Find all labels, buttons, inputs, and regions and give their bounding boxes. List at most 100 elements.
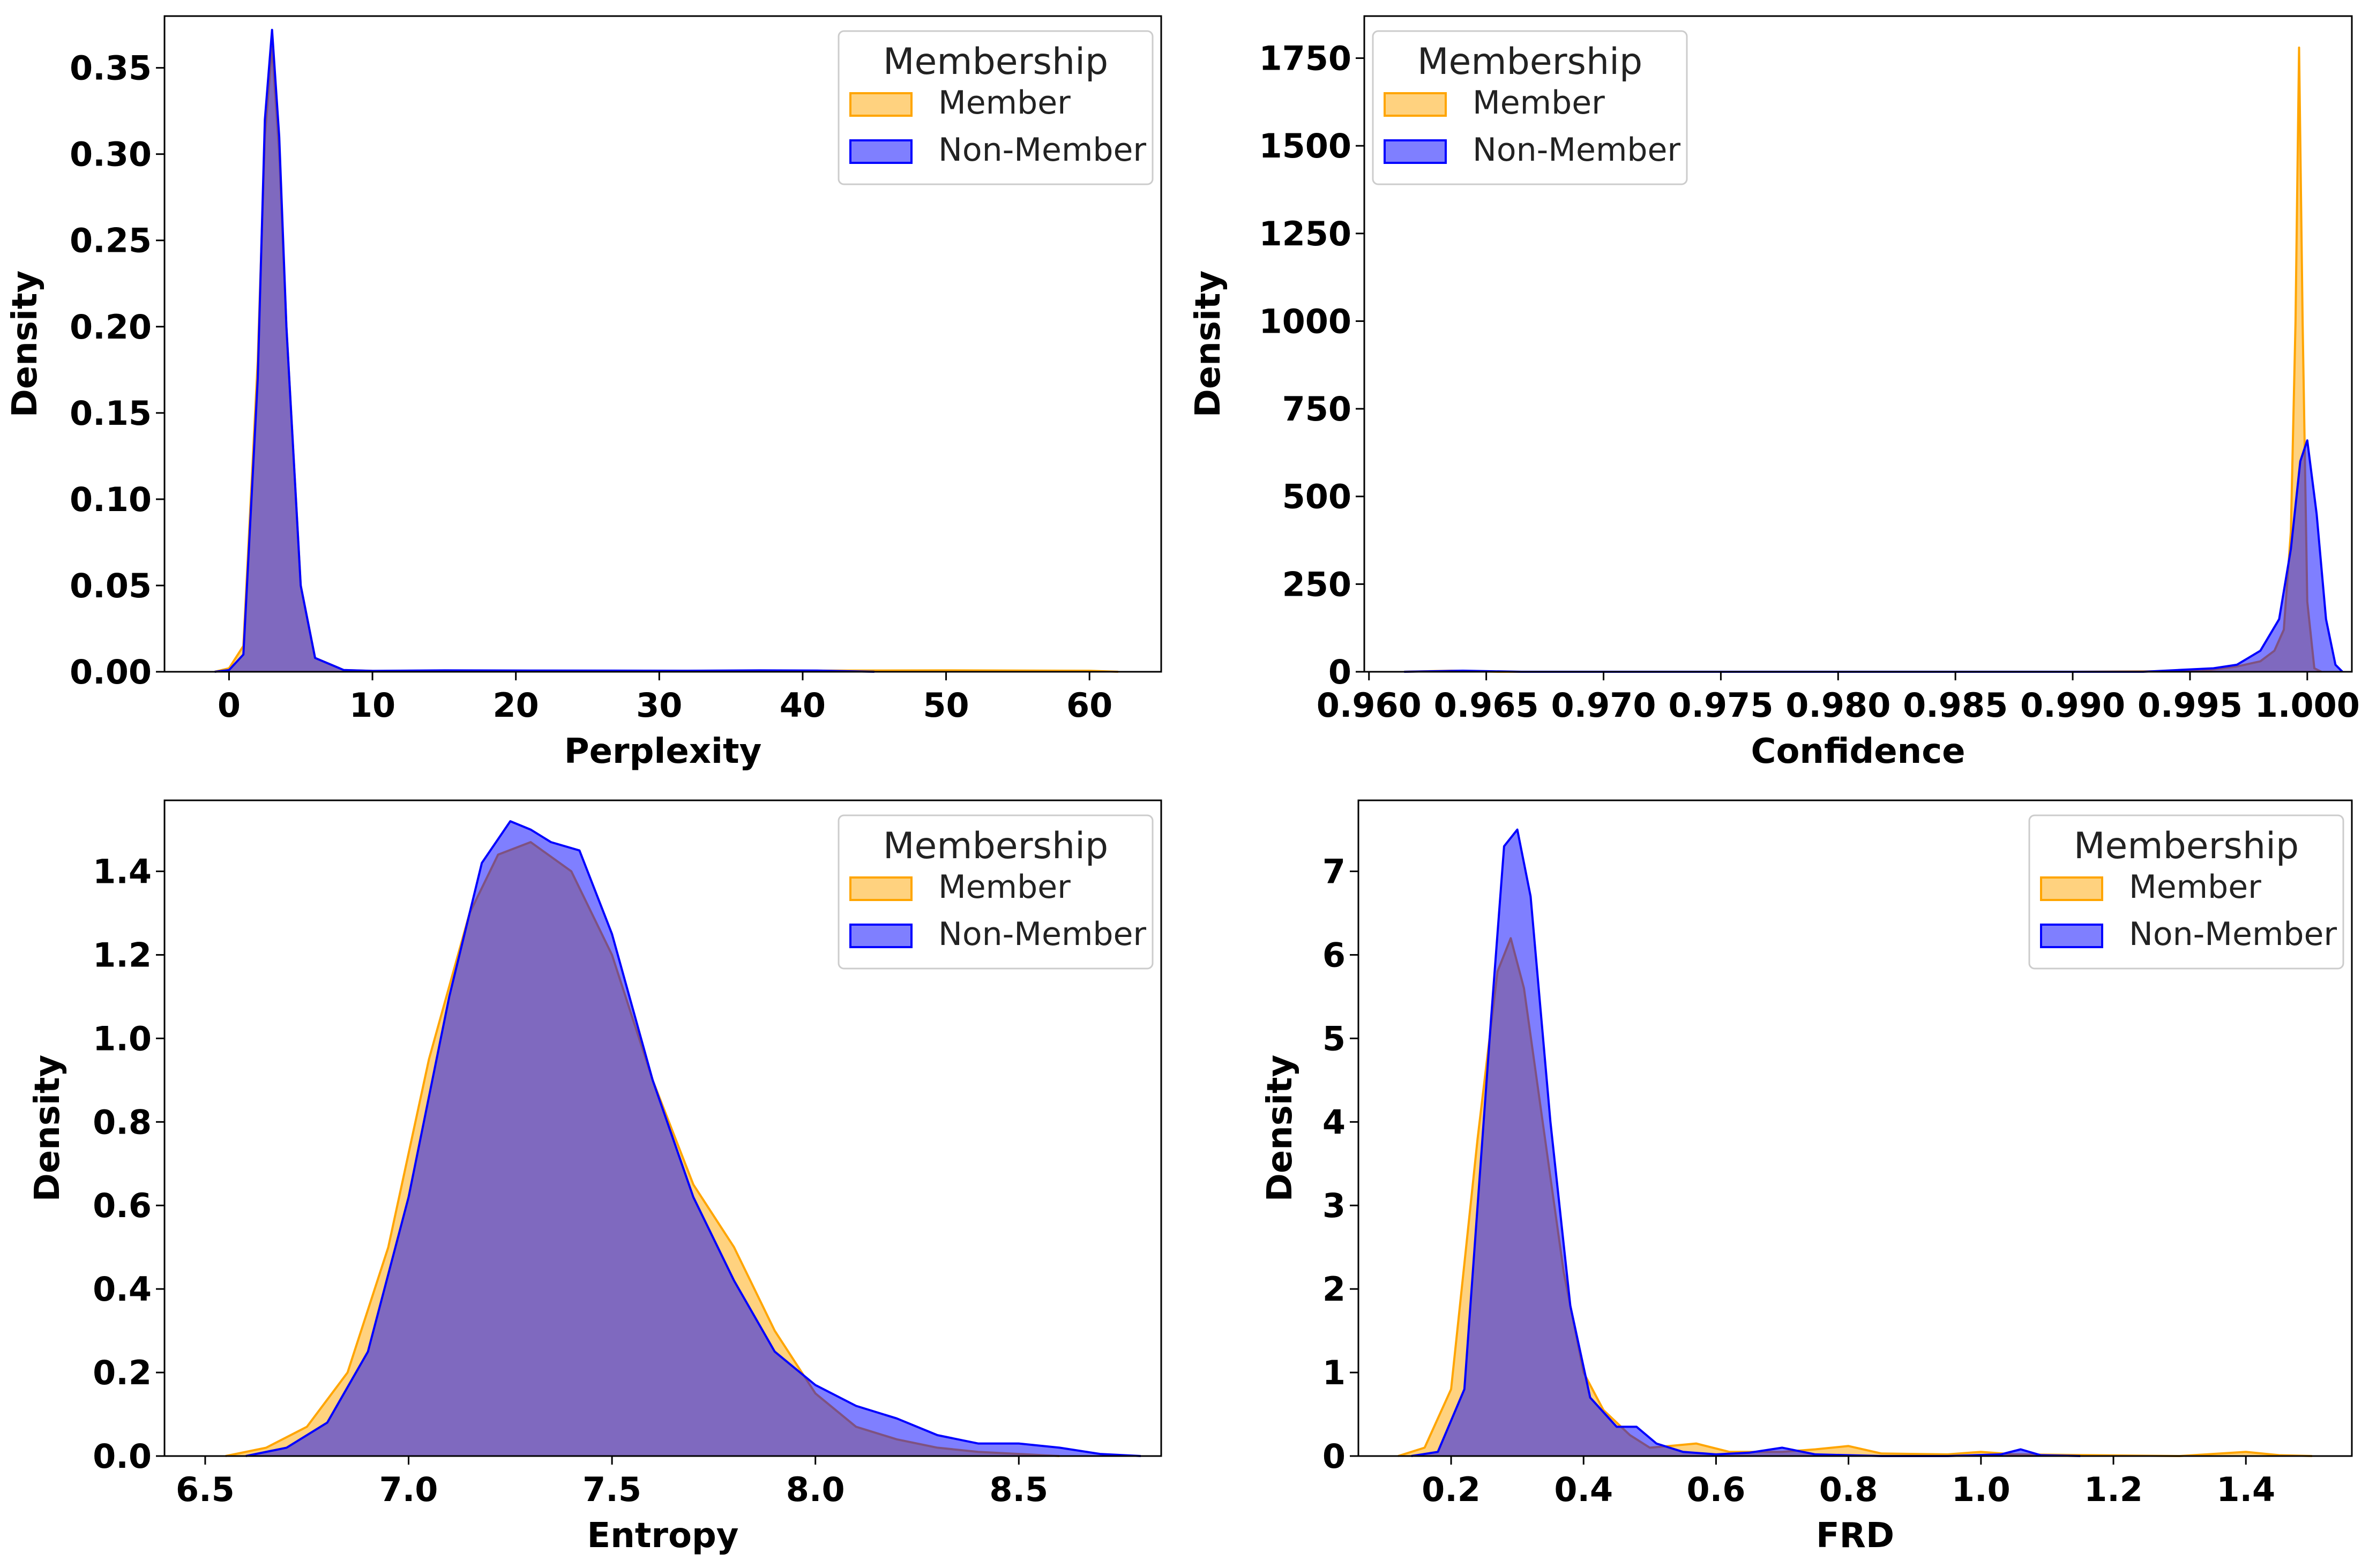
x-tick-label: 6.5: [176, 1470, 235, 1509]
x-axis-label: Entropy: [587, 1516, 739, 1556]
member-legend-swatch: [849, 92, 913, 117]
x-tick-label: 1.0: [1952, 1470, 2011, 1509]
y-tick-label: 1.4: [93, 852, 152, 891]
x-tick-label: 0.8: [1819, 1470, 1878, 1509]
y-tick-label: 0.05: [70, 566, 152, 605]
y-tick-label: 500: [1282, 477, 1351, 516]
y-tick-label: 1250: [1259, 214, 1351, 253]
non-member-density-area: [1411, 829, 2081, 1456]
x-tick-label: 8.0: [786, 1470, 845, 1509]
non-member-legend-label: Non-Member: [938, 131, 1146, 169]
x-tick-label: 60: [1066, 686, 1112, 725]
y-tick-label: 0.20: [70, 307, 152, 347]
axes-frame: [1363, 15, 2353, 673]
legend-box: [838, 814, 1154, 970]
y-axis-label: Density: [1260, 1055, 1300, 1202]
y-tick-label: 0.6: [93, 1186, 152, 1225]
x-tick-label: 1.2: [2084, 1470, 2143, 1509]
x-axis-label: Confidence: [1751, 732, 1965, 771]
y-axis-label: Density: [5, 271, 45, 417]
y-tick-label: 0.8: [93, 1102, 152, 1142]
x-tick-label: 7.0: [379, 1470, 438, 1509]
axes-frame: [163, 15, 1162, 673]
non-member-legend-swatch: [849, 924, 913, 948]
x-tick-label: 40: [780, 686, 826, 725]
legend-title: Membership: [883, 41, 1108, 83]
non-member-density-area: [214, 29, 875, 672]
y-tick-label: 1000: [1259, 302, 1351, 341]
y-tick-label: 0.00: [70, 652, 152, 692]
non-member-density-area: [1404, 440, 2343, 672]
y-tick-label: 1: [1322, 1353, 1346, 1392]
y-tick-label: 0.25: [70, 221, 152, 260]
non-member-density-line: [214, 28, 875, 673]
member-legend-swatch: [849, 876, 913, 901]
member-legend-label: Member: [2129, 868, 2261, 906]
legend-box: [1372, 30, 1688, 185]
non-member-density-area: [245, 821, 1141, 1456]
non-member-legend-swatch: [849, 139, 913, 164]
y-tick-label: 0.15: [70, 394, 152, 433]
x-tick-label: 10: [349, 686, 395, 725]
x-tick-label: 0.995: [2138, 686, 2243, 725]
x-tick-label: 0.980: [1785, 686, 1890, 725]
non-member-legend-label: Non-Member: [938, 916, 1146, 953]
x-tick-label: 0.6: [1687, 1470, 1746, 1509]
y-tick-label: 0.30: [70, 135, 152, 174]
x-tick-label: 0.4: [1554, 1470, 1613, 1509]
legend-title: Membership: [2074, 825, 2299, 867]
y-tick-label: 4: [1322, 1102, 1346, 1142]
y-tick-label: 0.4: [93, 1270, 152, 1309]
member-legend-swatch: [1384, 92, 1447, 117]
member-legend-swatch: [2040, 876, 2103, 901]
legend-box: [2028, 814, 2344, 970]
chart-panel-1: 0 10 20 30 40 50 60 0.00 0.05 0.10 0.15 0.20 0.25 0.3…: [5, 15, 1162, 771]
non-member-legend-label: Non-Member: [1473, 131, 1680, 169]
x-tick-label: 1.4: [2216, 1470, 2275, 1509]
x-tick-label: 0.965: [1434, 686, 1539, 725]
y-tick-label: 0.35: [70, 49, 152, 88]
y-tick-label: 1750: [1259, 39, 1351, 78]
y-tick-label: 3: [1322, 1186, 1346, 1225]
legend-title: Membership: [1417, 41, 1642, 83]
x-tick-label: 0.990: [2020, 686, 2125, 725]
x-tick-label: 8.5: [989, 1470, 1048, 1509]
x-axis-label: FRD: [1816, 1516, 1894, 1556]
y-tick-label: 5: [1322, 1019, 1346, 1058]
x-tick-label: 0.960: [1317, 686, 1422, 725]
chart-panel-2: 0.960 0.965 0.970 0.975 0.980 0.985 0.990 0.995…: [1189, 15, 2360, 771]
axes-frame: [163, 799, 1162, 1457]
x-tick-label: 50: [923, 686, 969, 725]
x-tick-label: 1.000: [2255, 686, 2360, 725]
x-tick-label: 7.5: [582, 1470, 641, 1509]
x-tick-label: 0.975: [1668, 686, 1773, 725]
legend-title: Membership: [883, 825, 1108, 867]
member-legend-label: Member: [938, 84, 1071, 122]
y-tick-label: 6: [1322, 935, 1346, 974]
y-tick-label: 1500: [1259, 126, 1351, 166]
y-tick-label: 0: [1328, 652, 1351, 692]
y-tick-label: 0.2: [93, 1353, 152, 1392]
y-tick-label: 0: [1322, 1437, 1346, 1476]
y-tick-label: 0.0: [93, 1437, 152, 1476]
x-tick-label: 30: [636, 686, 682, 725]
legend-box: [838, 30, 1154, 185]
axes-frame: [1357, 799, 2353, 1457]
y-tick-label: 1.2: [93, 935, 152, 974]
chart-panel-3: 6.5 7.0 7.5 8.0 8.5 0.0 0.2 0.4 0.6 0.8 1.0 1.2 1.4 E…: [28, 799, 1162, 1556]
y-tick-label: 750: [1282, 389, 1351, 429]
x-tick-label: 0.985: [1903, 686, 2008, 725]
y-axis-label: Density: [28, 1055, 68, 1202]
y-tick-label: 2: [1322, 1270, 1346, 1309]
non-member-legend-swatch: [1384, 139, 1447, 164]
y-tick-label: 250: [1282, 565, 1351, 604]
member-legend-label: Member: [938, 868, 1071, 906]
y-tick-label: 1.0: [93, 1019, 152, 1058]
y-axis-label: Density: [1189, 271, 1228, 417]
member-legend-label: Member: [1473, 84, 1605, 122]
x-tick-label: 0.970: [1551, 686, 1656, 725]
